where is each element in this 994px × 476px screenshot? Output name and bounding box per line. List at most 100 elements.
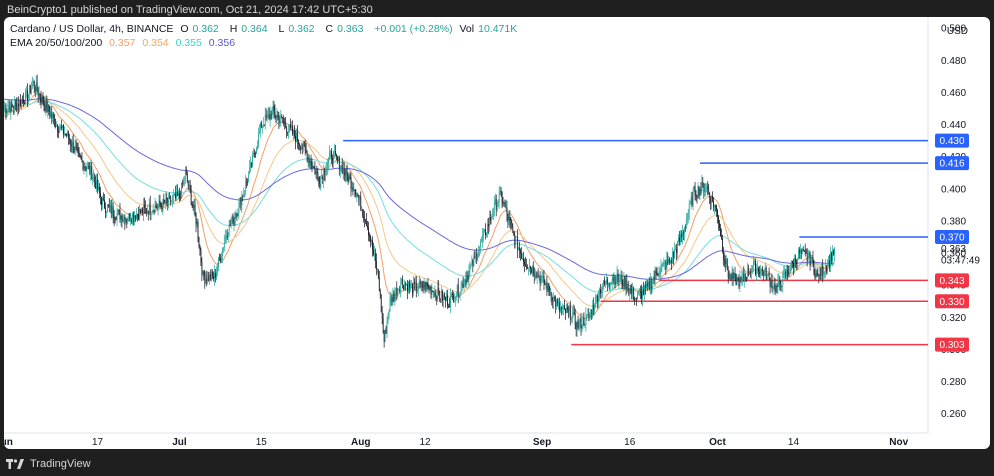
candle-body — [8, 107, 10, 109]
candle-body — [414, 282, 416, 285]
candle-body — [609, 283, 611, 285]
x-tick-label: Nov — [889, 437, 908, 448]
candle-body — [825, 266, 827, 273]
candle-body — [93, 177, 95, 178]
candle-body — [48, 105, 50, 113]
candle-body — [260, 122, 262, 128]
candle-body — [144, 205, 145, 208]
candle-body — [686, 217, 688, 221]
candle-body — [695, 195, 697, 197]
candle-body — [451, 293, 452, 296]
candle-body — [356, 194, 358, 196]
candle-body — [770, 280, 772, 287]
candle-body — [678, 237, 679, 242]
candle-body — [53, 114, 55, 118]
candle-body — [104, 199, 105, 209]
y-tick-label: 0.460 — [941, 88, 966, 99]
support-level-tag — [935, 337, 969, 352]
candle-body — [335, 151, 336, 155]
candle-body — [261, 125, 263, 128]
candle-body — [567, 307, 568, 310]
candle-body — [285, 123, 287, 128]
grid — [4, 17, 929, 434]
candle-body — [429, 286, 431, 290]
candle-body — [123, 216, 125, 219]
candle-body — [394, 293, 396, 300]
tradingview-logo-icon — [6, 459, 24, 469]
candle-body — [476, 253, 478, 261]
candle-body — [177, 191, 178, 197]
candle-body — [597, 295, 599, 303]
candle-body — [826, 266, 828, 272]
candle-body — [42, 96, 44, 104]
candle-body — [191, 204, 193, 206]
candle-body — [548, 283, 550, 290]
candle-body — [465, 279, 467, 283]
candle-body — [693, 185, 695, 192]
candle-body — [711, 195, 713, 203]
resistance-level-label: 0.430 — [939, 136, 964, 147]
candle-body — [460, 285, 462, 292]
candle-body — [746, 278, 748, 280]
candle-body — [705, 188, 707, 190]
candle-body — [600, 289, 601, 294]
candle-body — [506, 207, 508, 214]
candle-body — [143, 205, 144, 214]
candle-body — [462, 283, 464, 288]
price-chart[interactable]: 0.2600.2800.3000.3200.3400.3600.3800.400… — [4, 17, 990, 449]
candle-body — [592, 304, 594, 316]
candle-body — [483, 231, 485, 236]
candle-body — [198, 237, 200, 246]
candle-body — [723, 259, 725, 261]
currency-label[interactable]: USD — [946, 26, 968, 37]
candle-body — [568, 307, 570, 311]
candle-body — [621, 276, 623, 285]
y-tick-label: 0.440 — [941, 120, 966, 131]
candle-body — [653, 277, 655, 280]
candle-body — [643, 289, 644, 295]
candle-body — [816, 273, 818, 275]
candle-body — [445, 296, 446, 301]
candle-body — [130, 220, 132, 222]
candle-body — [667, 259, 669, 264]
candle-body — [719, 222, 720, 228]
candle-body — [522, 258, 523, 260]
candle-body — [339, 168, 341, 171]
candle-body — [806, 253, 808, 261]
candle-body — [708, 189, 710, 193]
candle-body — [244, 190, 246, 193]
candle-body — [499, 190, 501, 195]
candle-body — [749, 271, 751, 275]
candle-body — [365, 220, 367, 221]
candle-body — [486, 233, 487, 236]
candle-body — [293, 129, 294, 134]
candle-body — [139, 209, 140, 220]
candle-body — [82, 161, 84, 170]
candle-body — [5, 107, 7, 113]
level-lines — [343, 139, 928, 346]
candle-body — [361, 209, 363, 211]
candle-body — [291, 126, 292, 128]
candle-body — [221, 256, 222, 261]
candle-body — [128, 213, 130, 220]
candle-body — [504, 202, 506, 208]
candle-body — [103, 198, 104, 200]
last-price-label: 0.363 — [941, 244, 966, 255]
candle-body — [821, 265, 823, 276]
candle-body — [277, 115, 279, 117]
candle-body — [70, 144, 72, 147]
candle-body — [612, 278, 614, 281]
candle-body — [43, 103, 45, 106]
candle-body — [403, 284, 405, 290]
candle-body — [696, 195, 698, 197]
candle-body — [764, 268, 766, 271]
chart-panel[interactable]: 0.2600.2800.3000.3200.3400.3600.3800.400… — [4, 17, 990, 449]
y-tick-label: 0.500 — [941, 24, 966, 35]
candle-body — [611, 278, 613, 283]
candle-body — [687, 213, 689, 218]
candle-body — [784, 272, 786, 274]
candle-body — [469, 267, 471, 271]
candle-body — [617, 273, 619, 282]
candle-body — [425, 282, 427, 290]
candle-body — [470, 265, 472, 268]
